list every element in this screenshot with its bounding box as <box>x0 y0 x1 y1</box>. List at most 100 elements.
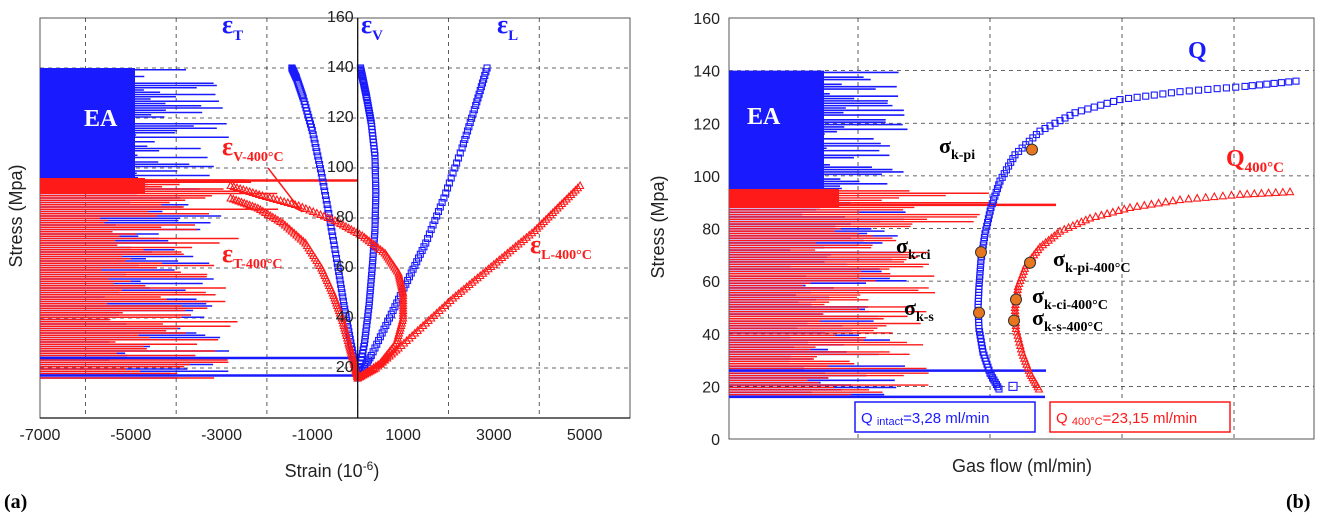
data-point-a-0 <box>378 329 386 337</box>
data-point-a-0 <box>427 225 435 234</box>
data-point-a-0 <box>422 239 430 247</box>
threshold-marker-0 <box>1026 143 1038 156</box>
data-point-q <box>1263 80 1271 88</box>
data-point-a-2 <box>324 205 332 213</box>
data-point-a-1 <box>371 170 379 178</box>
data-point-a-2 <box>312 143 320 152</box>
data-point-a-3 <box>432 308 442 317</box>
data-point-q <box>983 222 991 230</box>
data-point-q400 <box>1035 242 1045 251</box>
data-point-a-2 <box>337 284 345 293</box>
data-point-q <box>1270 79 1278 87</box>
data-point-a-0 <box>449 169 457 177</box>
data-point-a-1 <box>368 264 376 272</box>
data-point-a-4 <box>393 330 403 340</box>
label-sigma-k-ci-400: σk-ci-400°C <box>1032 283 1108 313</box>
data-point-a-4 <box>319 211 329 220</box>
data-point-a-0 <box>466 118 474 127</box>
y-tick-b-7: 140 <box>693 64 720 81</box>
data-point-q400 <box>1041 237 1051 246</box>
data-point-a-4 <box>248 187 258 197</box>
data-point-a-3 <box>437 303 447 312</box>
panel-label-a: (a) <box>4 491 27 513</box>
y-tick-b-5: 100 <box>693 169 720 186</box>
data-point-a-1 <box>371 230 379 238</box>
data-point-q400 <box>1091 211 1101 221</box>
panel-a: -7000 -5000 -3000 -1000 1000 3000 5000 20 40 60 80… <box>4 9 631 513</box>
data-point-a-0 <box>475 90 483 98</box>
data-point-a-4 <box>392 335 402 345</box>
label-eps-t-400: εT-400°C <box>222 239 283 272</box>
data-point-a-0 <box>420 243 428 251</box>
data-point-a-4 <box>393 333 403 342</box>
data-point-q <box>990 196 998 204</box>
data-point-q <box>988 200 996 208</box>
data-point-a-3 <box>539 216 549 226</box>
data-point-a-3 <box>426 313 436 322</box>
y-tick-a-7: 160 <box>327 9 354 26</box>
data-point-a-0 <box>384 318 392 326</box>
data-point-a-5 <box>292 230 301 239</box>
data-point-a-5 <box>282 222 292 231</box>
data-point-a-3 <box>464 279 474 289</box>
data-point-a-3 <box>421 318 431 327</box>
data-point-a-1 <box>362 328 370 336</box>
data-point-a-3 <box>527 228 537 237</box>
data-point-a-4 <box>226 180 236 190</box>
data-point-q <box>977 260 985 268</box>
data-point-a-2 <box>313 148 321 156</box>
label-eps-v-400: εV-400°C <box>222 132 284 165</box>
data-point-q <box>1150 91 1158 99</box>
data-point-a-5 <box>338 315 347 325</box>
data-point-a-3 <box>489 259 499 268</box>
data-point-a-2 <box>320 182 328 191</box>
data-point-q <box>1232 83 1240 91</box>
axes-a <box>40 18 630 419</box>
data-point-a-0 <box>438 198 446 207</box>
data-point-a-5 <box>250 202 260 211</box>
data-point-a-4 <box>395 325 405 335</box>
data-point-a-3 <box>575 180 585 190</box>
data-point-a-3 <box>407 330 417 340</box>
data-point-q-end <box>1008 381 1018 391</box>
data-point-q400 <box>1175 194 1185 204</box>
data-point-a-3 <box>546 210 555 219</box>
data-point-q400 <box>1209 191 1219 201</box>
data-point-a-2 <box>339 297 347 305</box>
data-point-a-1 <box>365 301 373 310</box>
label-eps-t: εT <box>222 10 243 44</box>
data-point-a-3 <box>429 310 439 320</box>
data-point-a-2 <box>321 187 329 195</box>
y-tick-a-3: 80 <box>336 209 354 226</box>
data-point-a-4 <box>229 181 239 191</box>
data-point-q400 <box>1119 204 1129 213</box>
data-point-a-3 <box>524 230 534 239</box>
data-point-a-3 <box>511 241 521 250</box>
data-point-a-4 <box>397 315 407 325</box>
x-tick-a-1: -5000 <box>110 427 151 444</box>
data-point-a-0 <box>380 325 388 333</box>
x-axis-label-a: Strain (10-6) <box>285 459 380 481</box>
y-tick-b-8: 160 <box>693 11 720 28</box>
data-point-a-2 <box>334 263 342 271</box>
data-point-a-4 <box>301 203 311 213</box>
data-point-a-0 <box>387 310 395 318</box>
data-point-q <box>987 203 995 211</box>
data-point-a-0 <box>473 98 481 106</box>
data-point-a-2 <box>316 160 324 169</box>
ticks-b: 0 20 40 60 80 100 120 140 160 <box>693 11 720 449</box>
data-point-a-5 <box>343 335 353 345</box>
data-point-q400 <box>1184 194 1193 203</box>
data-point-a-3 <box>454 288 463 298</box>
data-point-a-2 <box>335 272 343 280</box>
data-point-a-0 <box>481 71 489 80</box>
data-point-a-2 <box>338 289 346 297</box>
data-point-a-5 <box>287 226 297 235</box>
data-point-a-2 <box>309 131 317 139</box>
data-point-a-4 <box>232 182 242 192</box>
data-point-a-3 <box>513 239 523 248</box>
data-point-a-4 <box>333 217 343 226</box>
data-point-a-4 <box>297 202 307 211</box>
